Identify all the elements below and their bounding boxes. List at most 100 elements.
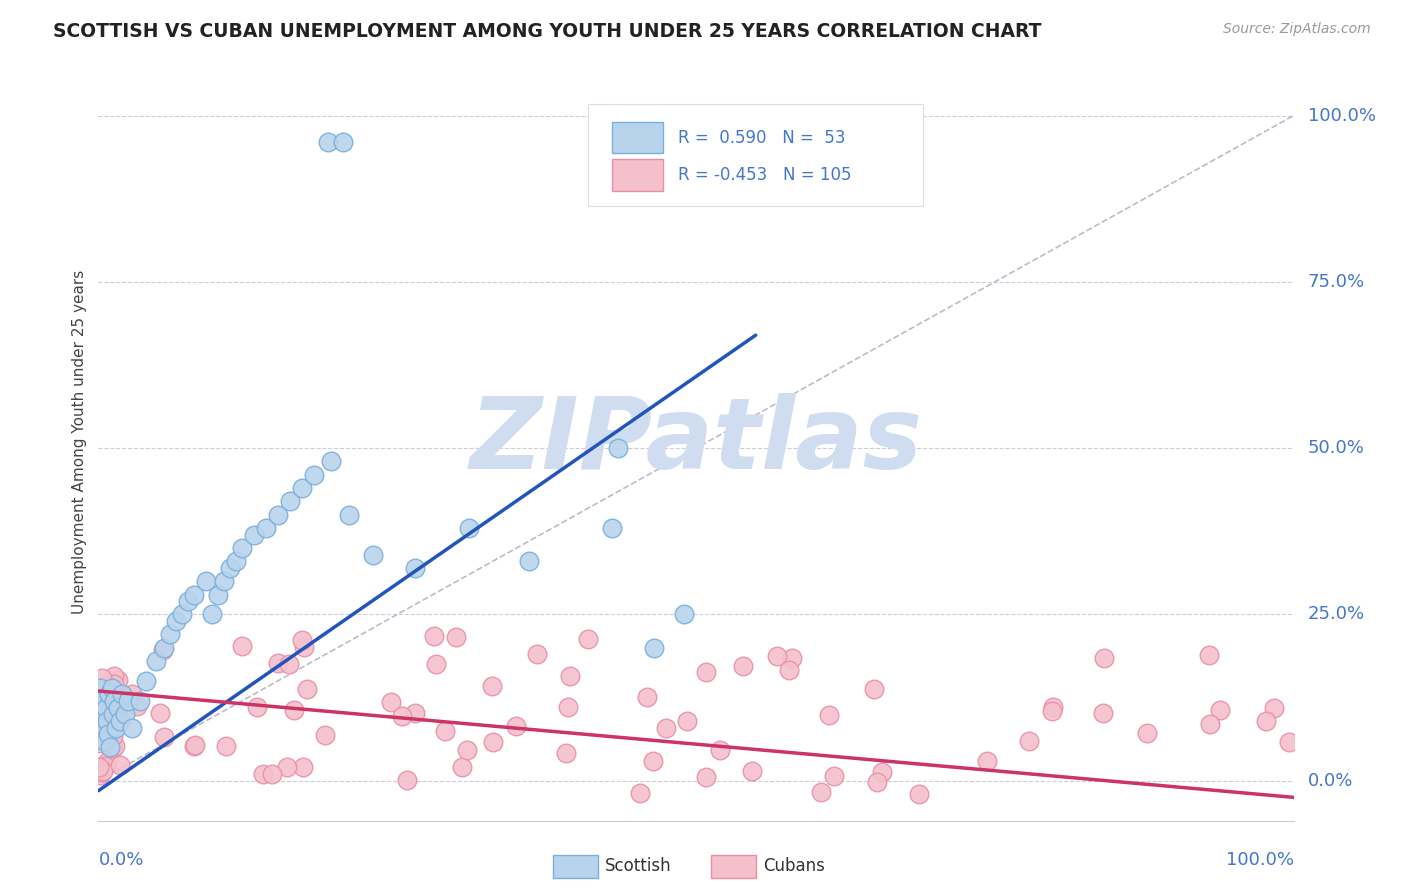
Point (1040, 704, 1063, 718)
Point (818, 708, 841, 723)
Point (404, 706, 426, 720)
Point (98, 687, 121, 701)
Point (865, 774, 887, 789)
Point (94, 759, 117, 773)
Point (104, 739, 127, 753)
Text: 25.0%: 25.0% (1308, 606, 1365, 624)
Point (103, 694, 125, 708)
Point (89, 689, 111, 703)
Point (121, 721, 143, 735)
Point (391, 709, 413, 723)
Point (1092, 706, 1115, 720)
Point (201, 607, 224, 622)
Point (96, 723, 118, 738)
Point (517, 554, 540, 568)
Point (1263, 701, 1285, 715)
Point (225, 554, 247, 568)
Point (100, 681, 122, 695)
Point (212, 574, 235, 589)
Point (339, 508, 361, 522)
Point (863, 681, 886, 696)
Point (159, 627, 181, 641)
Text: 75.0%: 75.0% (1308, 273, 1365, 291)
Point (148, 706, 170, 720)
Point (94, 695, 117, 709)
Point (1199, 716, 1222, 731)
Point (602, 521, 624, 535)
Point (481, 679, 503, 693)
Point (129, 694, 152, 708)
Point (91, 764, 114, 779)
Point (1198, 648, 1220, 663)
Point (111, 687, 134, 701)
Point (91, 671, 114, 685)
Point (291, 632, 314, 647)
Point (114, 707, 136, 722)
Text: SCOTTISH VS CUBAN UNEMPLOYMENT AMONG YOUTH UNDER 25 YEARS CORRELATION CHART: SCOTTISH VS CUBAN UNEMPLOYMENT AMONG YOU… (53, 22, 1042, 41)
Point (1208, 703, 1230, 717)
Point (741, 764, 763, 778)
Point (90, 694, 112, 708)
Point (107, 673, 129, 688)
Point (423, 629, 446, 643)
Point (404, 561, 426, 575)
Point (91, 721, 114, 735)
Point (101, 707, 124, 722)
Point (90, 710, 112, 724)
FancyBboxPatch shape (613, 160, 662, 191)
Point (676, 714, 699, 728)
Point (636, 690, 658, 705)
Point (396, 772, 419, 787)
Point (267, 508, 290, 522)
Point (252, 766, 274, 780)
Point (1278, 735, 1301, 749)
Point (766, 649, 789, 664)
Point (458, 521, 481, 535)
FancyBboxPatch shape (613, 121, 662, 153)
Point (89, 768, 111, 782)
Point (1136, 726, 1159, 740)
Point (108, 758, 131, 772)
Point (823, 769, 845, 783)
Point (103, 669, 125, 683)
Point (673, 607, 696, 622)
Point (1092, 650, 1115, 665)
Point (870, 765, 893, 780)
Text: 50.0%: 50.0% (1308, 439, 1365, 458)
Point (103, 676, 125, 690)
Point (456, 743, 478, 757)
Point (96, 755, 118, 769)
Point (254, 521, 277, 535)
Point (231, 541, 253, 555)
Point (172, 607, 194, 622)
Text: 0.0%: 0.0% (98, 851, 143, 869)
Point (450, 759, 472, 773)
Point (482, 734, 505, 748)
Point (246, 700, 269, 714)
Point (557, 700, 579, 714)
Point (1042, 699, 1064, 714)
Point (89, 681, 111, 695)
Point (278, 494, 301, 508)
Point (91, 685, 114, 699)
Point (125, 698, 148, 713)
Point (267, 656, 290, 670)
Point (780, 651, 803, 665)
Point (96, 725, 118, 739)
Point (292, 640, 315, 654)
Point (976, 754, 998, 768)
Point (576, 632, 599, 647)
Point (302, 467, 325, 482)
Point (107, 700, 129, 714)
Point (108, 714, 131, 728)
Point (695, 770, 717, 784)
Point (655, 721, 678, 735)
Point (105, 721, 128, 735)
Point (643, 754, 665, 768)
Point (91, 707, 114, 722)
Point (554, 746, 576, 760)
Point (94, 700, 117, 714)
Text: 100.0%: 100.0% (1308, 107, 1376, 125)
Point (87, 760, 110, 774)
Text: Source: ZipAtlas.com: Source: ZipAtlas.com (1223, 22, 1371, 37)
